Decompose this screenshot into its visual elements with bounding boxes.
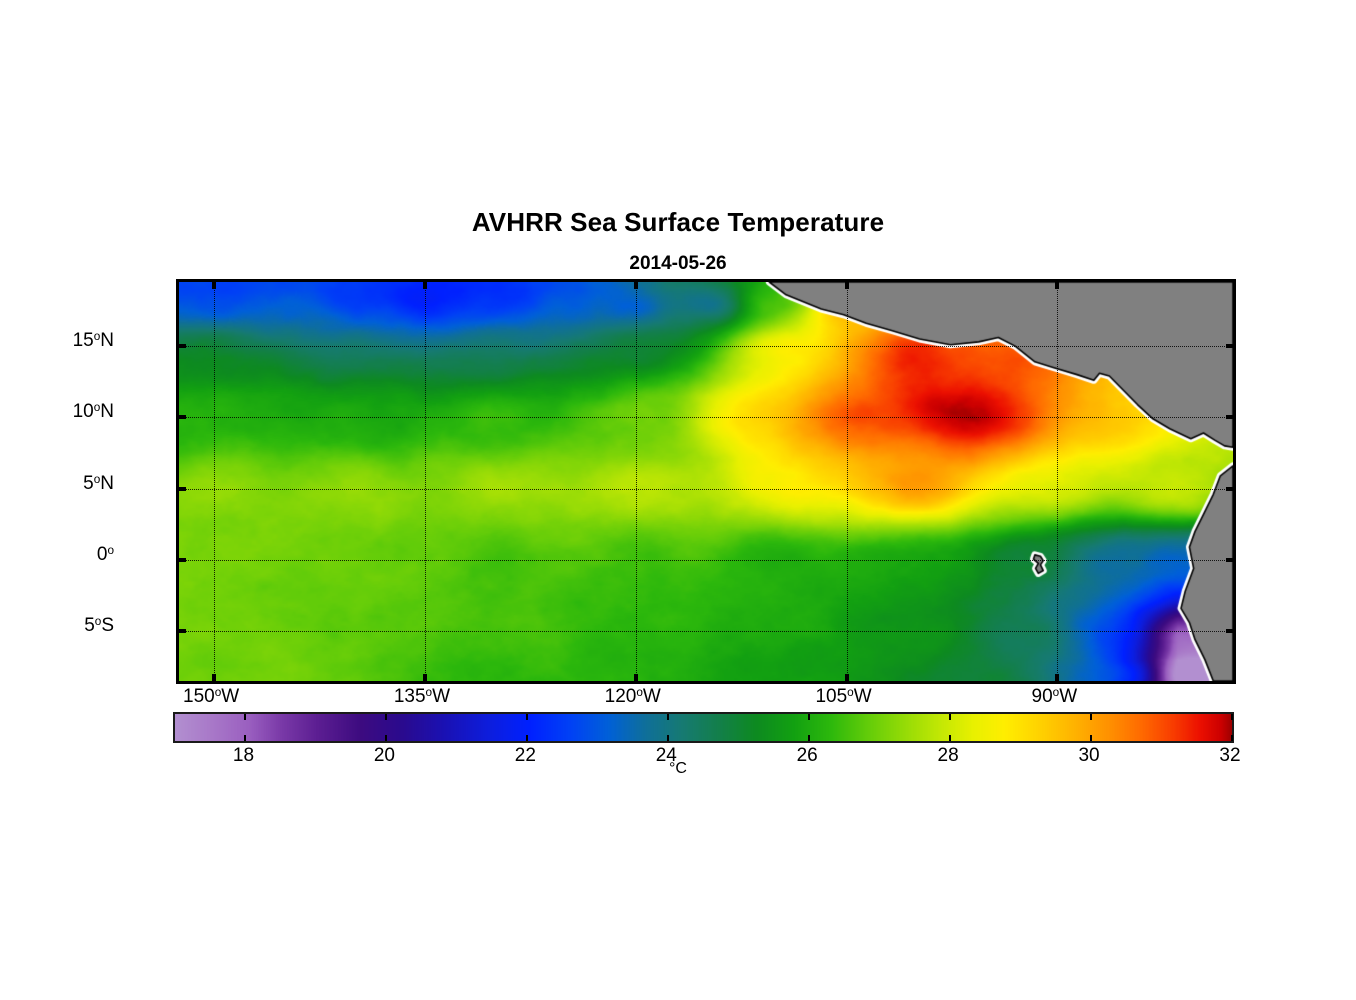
axis-tick-mark bbox=[212, 674, 217, 684]
axis-tick-mark bbox=[844, 674, 849, 684]
colorbar-tick-mark bbox=[385, 735, 388, 741]
colorbar-tick-label: 24 bbox=[655, 745, 677, 766]
colorbar-tick-mark bbox=[526, 714, 529, 720]
axis-tick-mark bbox=[176, 557, 186, 562]
gridline-longitude bbox=[846, 282, 848, 681]
axis-tick-mark bbox=[212, 279, 217, 289]
x-tick-label: 150oW bbox=[183, 685, 240, 707]
axis-tick-mark bbox=[1226, 486, 1236, 491]
gridline-longitude bbox=[1057, 282, 1059, 681]
figure-title: AVHRR Sea Surface Temperature bbox=[471, 207, 885, 237]
colorbar-tick-mark bbox=[1231, 735, 1233, 741]
y-tick-label: 5oS bbox=[84, 615, 114, 637]
gridline-latitude bbox=[179, 346, 1233, 348]
axis-tick-mark bbox=[633, 279, 638, 289]
axis-tick-mark bbox=[1226, 629, 1236, 634]
axis-tick-mark bbox=[422, 674, 427, 684]
colorbar-tick-mark bbox=[667, 714, 670, 720]
colorbar-tick-label: 18 bbox=[232, 745, 255, 766]
colorbar-tick-mark bbox=[1090, 714, 1093, 720]
x-tick-label: 135oW bbox=[393, 685, 451, 707]
colorbar-tick-label: 22 bbox=[514, 745, 536, 766]
colorbar-tick-mark bbox=[526, 735, 529, 741]
colorbar-tick-mark bbox=[385, 714, 388, 720]
axis-tick-mark bbox=[1226, 344, 1236, 349]
colorbar-tick-label: 32 bbox=[1219, 745, 1241, 766]
y-tick-label: 5oN bbox=[83, 472, 114, 494]
axis-tick-mark bbox=[844, 279, 849, 289]
colorbar-tick-mark bbox=[244, 714, 247, 720]
gridline-longitude bbox=[424, 282, 426, 681]
colorbar-tick-mark bbox=[949, 714, 952, 720]
colorbar-tick-mark bbox=[808, 714, 811, 720]
axis-tick-mark bbox=[1226, 415, 1236, 420]
colorbar bbox=[173, 712, 1234, 743]
colorbar-tick-label: 20 bbox=[373, 745, 395, 766]
x-tick-label: 105oW bbox=[815, 685, 872, 707]
gridline-latitude bbox=[179, 488, 1233, 490]
map-axes bbox=[176, 279, 1236, 684]
colorbar-tick-label: 28 bbox=[937, 745, 959, 766]
colorbar-tick-label: 26 bbox=[796, 745, 818, 766]
colorbar-tick-mark bbox=[808, 735, 811, 741]
gridline-longitude bbox=[635, 282, 637, 681]
land-coastline-canvas bbox=[179, 282, 1233, 681]
gridline-latitude bbox=[179, 631, 1233, 633]
axis-tick-mark bbox=[176, 486, 186, 491]
x-tick-label: 90oW bbox=[1031, 685, 1078, 707]
y-tick-label: 0o bbox=[96, 543, 114, 565]
colorbar-tick-mark bbox=[1231, 714, 1233, 720]
axis-tick-mark bbox=[176, 629, 186, 634]
colorbar-tick-label: 30 bbox=[1078, 745, 1100, 766]
axis-tick-mark bbox=[176, 415, 186, 420]
axis-tick-mark bbox=[633, 674, 638, 684]
colorbar-unit-label: °C bbox=[669, 760, 687, 777]
colorbar-tick-mark bbox=[949, 735, 952, 741]
colorbar-tick-mark bbox=[667, 735, 670, 741]
colorbar-gradient bbox=[175, 714, 1232, 741]
figure-subtitle: 2014-05-26 bbox=[629, 253, 727, 274]
map-plot-area bbox=[179, 282, 1233, 681]
colorbar-tick-mark bbox=[244, 735, 247, 741]
x-tick-label: 120oW bbox=[604, 685, 661, 707]
gridline-latitude bbox=[179, 559, 1233, 561]
axis-tick-mark bbox=[1055, 279, 1060, 289]
y-tick-label: 15oN bbox=[72, 330, 114, 352]
colorbar-tick-mark bbox=[1090, 735, 1093, 741]
axis-tick-mark bbox=[1226, 557, 1236, 562]
gridline-longitude bbox=[214, 282, 216, 681]
y-tick-label: 10oN bbox=[72, 401, 114, 423]
axis-tick-mark bbox=[422, 279, 427, 289]
axis-tick-mark bbox=[176, 344, 186, 349]
gridline-latitude bbox=[179, 417, 1233, 419]
axis-tick-mark bbox=[1055, 674, 1060, 684]
